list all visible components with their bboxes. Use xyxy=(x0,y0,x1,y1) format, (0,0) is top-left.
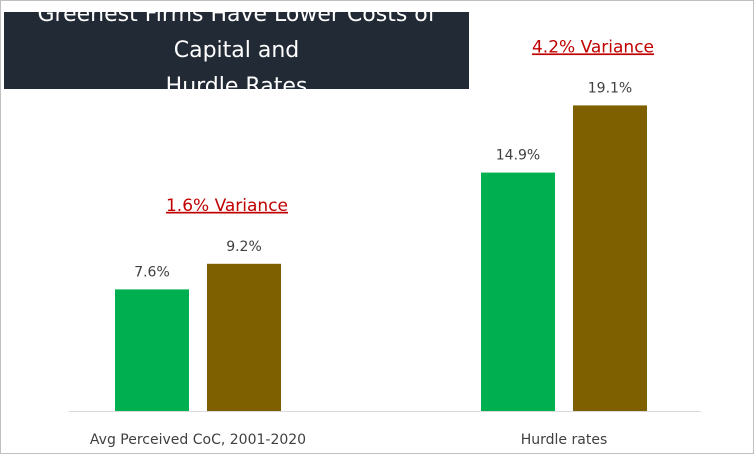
x-tick-label-1: Avg Perceived CoC, 2001-2020 xyxy=(90,432,306,448)
bar-1-1 xyxy=(115,289,189,411)
variance-annotation-2: 4.2% Variance xyxy=(532,37,654,57)
variance-annotation-1: 1.6% Variance xyxy=(166,196,288,216)
data-label-1-1: 7.6% xyxy=(134,264,170,280)
bar-2-2 xyxy=(573,105,647,412)
data-label-1-2: 9.2% xyxy=(226,239,262,255)
bar-1-2 xyxy=(207,263,281,411)
bar-2-1 xyxy=(481,172,555,411)
chart-title-line-1: Greenest Firms Have Lower Costs of Capit… xyxy=(37,1,436,63)
data-label-2-2: 19.1% xyxy=(588,80,632,96)
chart-title: Greenest Firms Have Lower Costs of Capit… xyxy=(4,2,469,99)
chart-title-line-2: Hurdle Rates xyxy=(165,73,308,99)
x-tick-label-2: Hurdle rates xyxy=(521,432,607,448)
data-label-2-1: 14.9% xyxy=(496,148,540,164)
